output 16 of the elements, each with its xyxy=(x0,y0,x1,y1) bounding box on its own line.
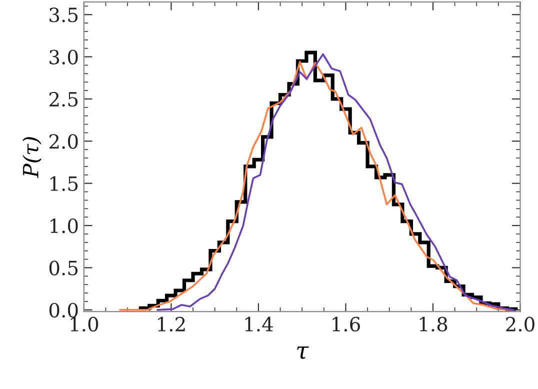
x-tick-label: 1.8 xyxy=(420,316,448,332)
y-tick-label: 0.5 xyxy=(49,260,78,276)
y-tick-label: 3.0 xyxy=(50,50,78,64)
x-tick-label: 1.2 xyxy=(158,316,185,332)
y-tick-label: 0.0 xyxy=(49,302,78,318)
x-tick-label: 1.0 xyxy=(70,316,98,332)
y-tick-label: 1.5 xyxy=(50,176,78,192)
y-tick-label: 2.0 xyxy=(49,134,78,149)
y-tick-label: 1.0 xyxy=(50,218,78,234)
y-tick-label: 3.5 xyxy=(50,8,78,22)
x-axis-title: τ xyxy=(297,346,309,359)
x-tick-label: 1.6 xyxy=(332,316,360,332)
y-tick-label: 2.5 xyxy=(49,92,78,107)
x-tick-label: 2.0 xyxy=(506,316,534,332)
y-axis-title: P(τ) xyxy=(22,137,42,178)
x-tick-label: 1.4 xyxy=(245,316,273,332)
